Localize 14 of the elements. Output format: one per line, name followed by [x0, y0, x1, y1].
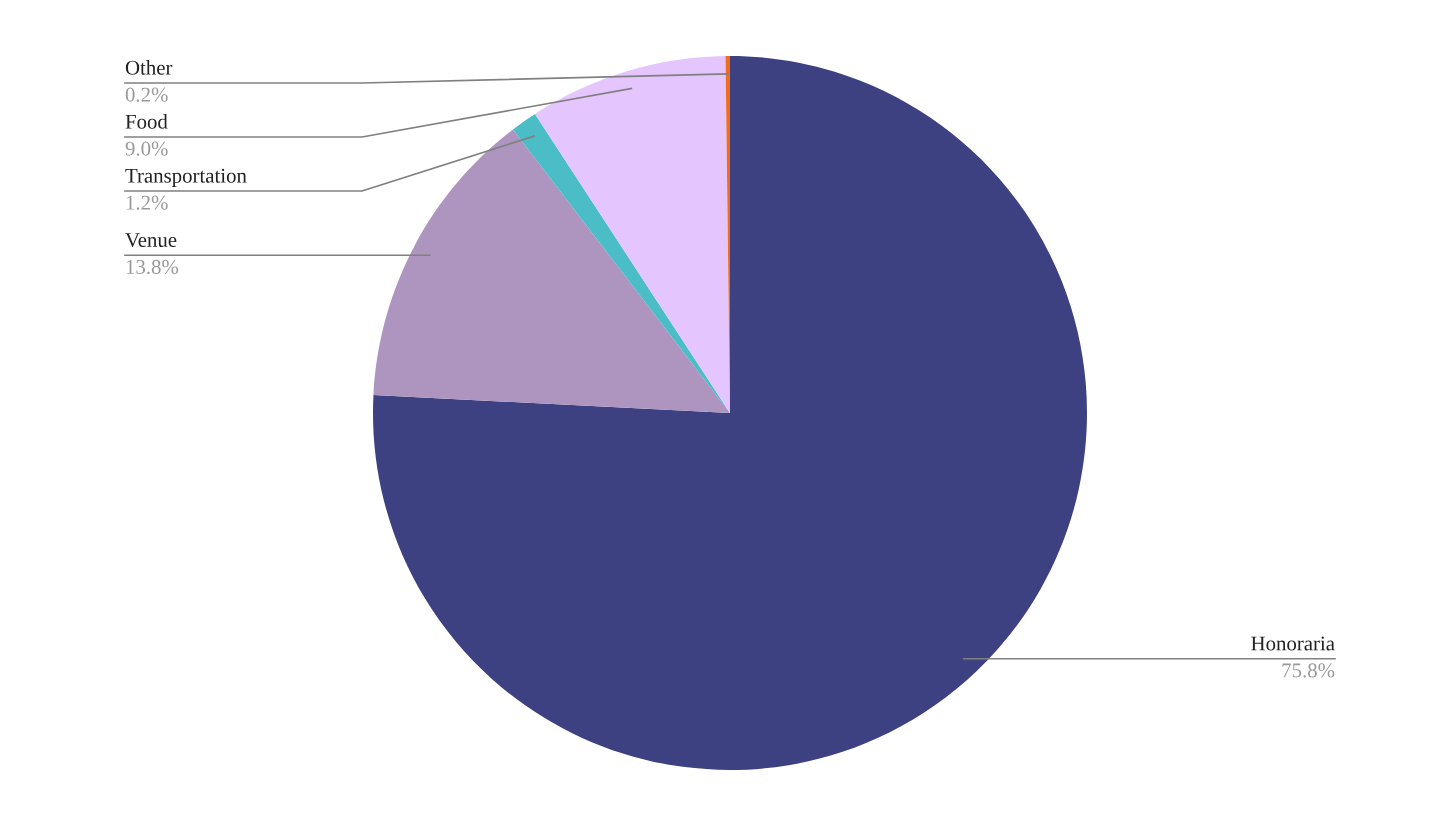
slice-label: Food: [125, 114, 168, 129]
pie-slice: [534, 56, 730, 413]
slice-label: Honoraria: [1251, 636, 1335, 651]
slice-label: Venue: [125, 233, 177, 248]
data-label: 1.2%: [126, 195, 168, 210]
pie-slice: [373, 129, 730, 413]
data-label: 13.8%: [126, 259, 179, 274]
pie-slice: [512, 114, 730, 413]
data-label: 75.8%: [1282, 663, 1335, 678]
slice-label: Other: [125, 60, 173, 75]
slice-label: Transportation: [125, 168, 247, 187]
pie-slice: [373, 56, 1087, 770]
data-label: 0.2%: [125, 87, 168, 102]
data-label: 9.0%: [125, 141, 168, 156]
